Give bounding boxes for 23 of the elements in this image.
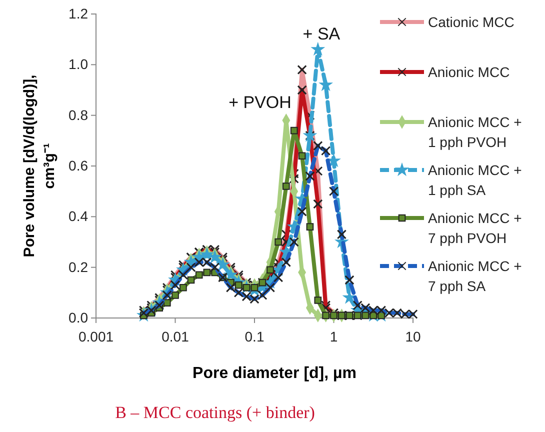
y-axis-title: Pore volume [dV/d(logd)], cm³g⁻¹: [21, 74, 58, 258]
y-tick-label: 0.8: [68, 106, 88, 123]
x-tick-label: 0.1: [244, 328, 264, 344]
x-tick-label: 10: [405, 328, 421, 344]
annotation: + SA: [302, 24, 341, 44]
legend-label: Anionic MCC + 7 pph SA: [428, 258, 522, 294]
x-axis-title: Pore diameter [d], µm: [192, 365, 356, 382]
legend-label: Anionic MCC: [428, 64, 510, 80]
legend-label: Anionic MCC + 1 pph PVOH: [428, 114, 522, 150]
legend-label: Cationic MCC: [428, 14, 514, 30]
x-tick-label: 0.001: [78, 328, 114, 344]
x-tick-label: 0.01: [162, 328, 190, 344]
y-tick-label: 1.0: [68, 56, 88, 72]
y-tick-label: 0.2: [68, 258, 88, 275]
y-tick-label: 0.6: [68, 157, 88, 174]
x-tick-label: 1: [330, 328, 338, 344]
legend-label: Anionic MCC + 7 pph PVOH: [428, 210, 522, 246]
y-tick-label: 1.2: [68, 5, 88, 22]
legend-label: Anionic MCC + 1 pph SA: [428, 162, 522, 198]
y-tick-label: 0.4: [68, 208, 88, 224]
annotation: + PVOH: [228, 93, 292, 112]
text: B – MCC coatings (+ binder): [115, 403, 315, 422]
y-tick-label: 0.0: [68, 309, 88, 326]
